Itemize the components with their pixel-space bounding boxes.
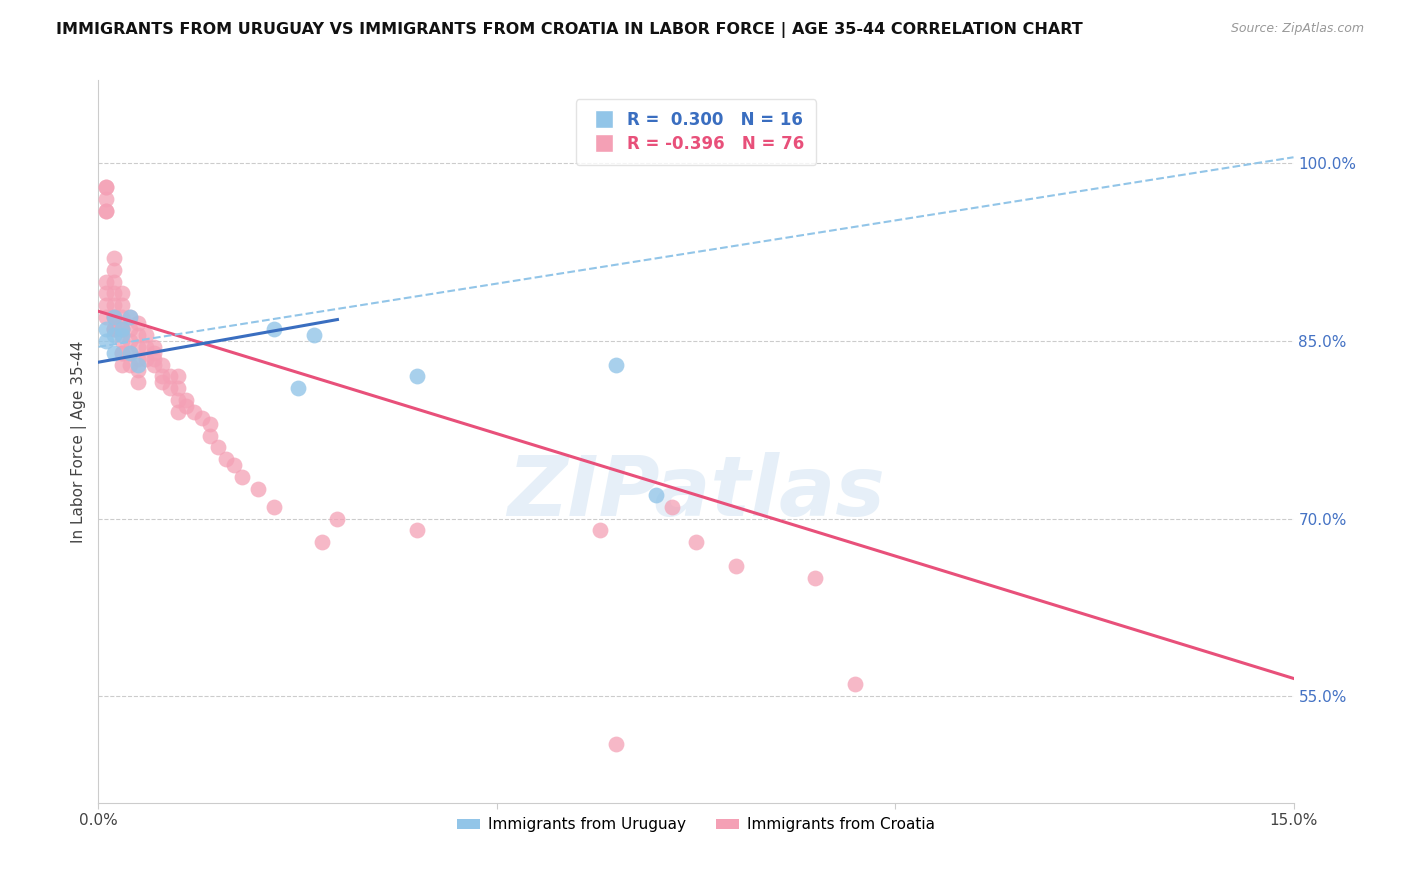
Point <box>159 369 181 384</box>
Point <box>103 310 125 325</box>
Point <box>103 310 125 325</box>
Point <box>127 351 149 366</box>
Point <box>96 310 118 325</box>
Point <box>111 345 134 359</box>
Point <box>222 458 245 473</box>
Point <box>103 345 125 359</box>
Point <box>111 310 134 325</box>
Point <box>645 488 668 502</box>
Point <box>215 452 238 467</box>
Point <box>103 322 125 336</box>
Point <box>326 511 349 525</box>
Point <box>150 369 173 384</box>
Point <box>174 399 197 413</box>
Point <box>127 363 149 377</box>
Point <box>263 500 285 514</box>
Point <box>406 369 429 384</box>
Point <box>127 376 149 390</box>
Point <box>96 180 118 194</box>
Point <box>183 405 205 419</box>
Point <box>159 381 181 395</box>
Point <box>120 322 142 336</box>
Point <box>111 358 134 372</box>
Point <box>198 428 221 442</box>
Point <box>103 322 125 336</box>
Point <box>120 310 142 325</box>
Point <box>589 524 612 538</box>
Point <box>111 286 134 301</box>
Point <box>96 322 118 336</box>
Point <box>103 251 125 265</box>
Point <box>103 286 125 301</box>
Point <box>120 310 142 325</box>
Text: Source: ZipAtlas.com: Source: ZipAtlas.com <box>1230 22 1364 36</box>
Point <box>605 737 627 751</box>
Point <box>724 558 747 573</box>
Point <box>103 322 125 336</box>
Point <box>135 351 157 366</box>
Point <box>96 192 118 206</box>
Point <box>135 327 157 342</box>
Point <box>167 369 190 384</box>
Point <box>143 358 166 372</box>
Point <box>231 470 253 484</box>
Point <box>111 322 134 336</box>
Y-axis label: In Labor Force | Age 35-44: In Labor Force | Age 35-44 <box>72 341 87 542</box>
Point <box>804 571 827 585</box>
Point <box>287 381 309 395</box>
Point <box>96 203 118 218</box>
Point <box>207 441 229 455</box>
Point <box>111 322 134 336</box>
Point <box>311 535 333 549</box>
Point <box>111 345 134 359</box>
Point <box>96 275 118 289</box>
Point <box>191 410 214 425</box>
Point <box>246 482 269 496</box>
Point <box>111 298 134 312</box>
Point <box>120 345 142 359</box>
Point <box>605 358 627 372</box>
Point <box>96 298 118 312</box>
Point <box>120 334 142 348</box>
Point <box>96 286 118 301</box>
Point <box>167 405 190 419</box>
Point <box>143 345 166 359</box>
Point <box>127 327 149 342</box>
Point <box>96 180 118 194</box>
Point <box>96 334 118 348</box>
Point <box>111 327 134 342</box>
Point <box>406 524 429 538</box>
Point <box>111 334 134 348</box>
Point <box>103 327 125 342</box>
Point <box>661 500 683 514</box>
Legend: Immigrants from Uruguay, Immigrants from Croatia: Immigrants from Uruguay, Immigrants from… <box>451 812 941 838</box>
Point <box>127 340 149 354</box>
Point <box>120 345 142 359</box>
Point <box>127 316 149 330</box>
Point <box>111 322 134 336</box>
Point <box>135 340 157 354</box>
Point <box>844 677 866 691</box>
Point <box>143 340 166 354</box>
Point <box>103 310 125 325</box>
Point <box>103 275 125 289</box>
Point <box>150 358 173 372</box>
Point <box>685 535 707 549</box>
Point <box>143 351 166 366</box>
Point <box>103 298 125 312</box>
Point <box>96 203 118 218</box>
Point <box>198 417 221 431</box>
Point <box>263 322 285 336</box>
Point <box>167 381 190 395</box>
Point <box>302 327 325 342</box>
Point <box>103 262 125 277</box>
Point <box>174 393 197 408</box>
Point <box>127 358 149 372</box>
Point <box>167 393 190 408</box>
Point <box>120 358 142 372</box>
Text: ZIPatlas: ZIPatlas <box>508 451 884 533</box>
Point <box>150 376 173 390</box>
Text: IMMIGRANTS FROM URUGUAY VS IMMIGRANTS FROM CROATIA IN LABOR FORCE | AGE 35-44 CO: IMMIGRANTS FROM URUGUAY VS IMMIGRANTS FR… <box>56 22 1083 38</box>
